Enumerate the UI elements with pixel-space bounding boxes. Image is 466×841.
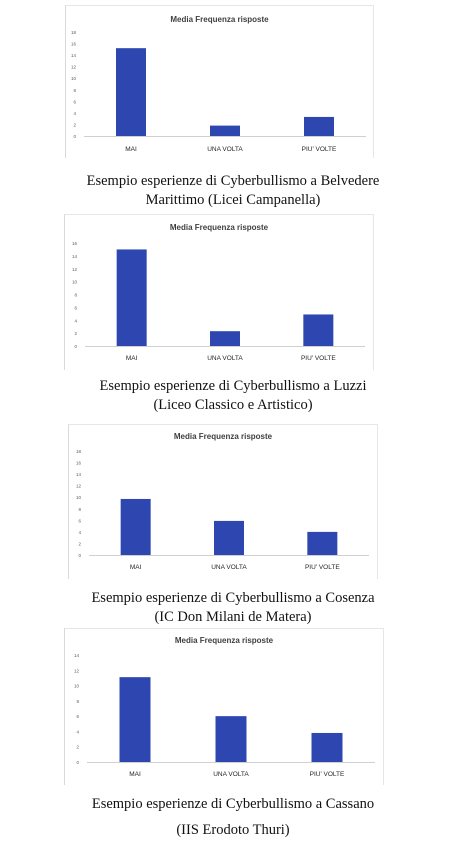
bar [210, 125, 240, 136]
chart-belvedere: Media Frequenza risposte 0 2 4 6 8 10 12 14 16 18 M… [65, 5, 374, 158]
y-tick-label: 12 [71, 65, 77, 70]
category-label: PIU' VOLTE [301, 355, 336, 362]
caption-cosenza-line-1: Esempio esperienze di Cyberbullismo a Co… [91, 590, 375, 606]
chart-title: Media Frequenza risposte [170, 15, 269, 24]
category-label: PIU' VOLTE [302, 146, 337, 153]
chart-cassano-svg: Media Frequenza risposte 0 2 4 6 8 10 12 14 MAI UN… [74, 636, 375, 778]
caption-luzzi-line-1: Esempio esperienze di Cyberbullismo a Lu… [99, 378, 367, 394]
bar [116, 249, 147, 346]
category-label: MAI [129, 771, 141, 778]
y-tick-label: 14 [71, 53, 77, 58]
y-tick-label: 4 [78, 530, 81, 535]
y-tick-label: 2 [74, 331, 77, 336]
y-tick-label: 4 [76, 729, 79, 734]
y-tick-label: 10 [74, 684, 80, 689]
y-tick-label: 18 [76, 449, 82, 454]
chart-title: Media Frequenza risposte [174, 432, 273, 441]
y-tick-label: 8 [78, 507, 81, 512]
y-tick-label: 16 [72, 241, 78, 246]
caption-belvedere-line-2: Marittimo (Licei Campanella) [145, 192, 321, 208]
y-tick-label: 14 [74, 653, 80, 658]
chart-luzzi-svg: Media Frequenza risposte 0 2 4 6 8 10 12 14 16 MAI… [72, 223, 365, 362]
category-label: UNA VOLTA [213, 771, 249, 778]
bar [210, 331, 240, 346]
bar [120, 498, 151, 555]
y-tick-label: 0 [76, 760, 79, 765]
category-label: PIU' VOLTE [310, 771, 345, 778]
y-tick-label: 2 [76, 745, 79, 750]
bar [116, 48, 146, 136]
y-tick-label: 0 [78, 553, 81, 558]
y-tick-label: 0 [73, 134, 76, 139]
chart-cosenza: Media Frequenza risposte 0 2 4 6 8 10 12 14 16 18 M… [68, 424, 378, 579]
y-tick-label: 6 [76, 714, 79, 719]
category-label: MAI [130, 564, 142, 571]
chart-cosenza-svg: Media Frequenza risposte 0 2 4 6 8 10 12 14 16 18 M… [76, 432, 369, 571]
y-tick-label: 12 [74, 668, 80, 673]
caption-belvedere-line-1: Esempio esperienze di Cyberbullismo a Be… [86, 173, 380, 189]
category-label: PIU' VOLTE [305, 564, 340, 571]
y-tick-label: 16 [76, 461, 82, 466]
y-tick-label: 0 [74, 344, 77, 349]
y-tick-label: 8 [76, 699, 79, 704]
category-label: UNA VOLTA [207, 146, 243, 153]
y-tick-label: 4 [74, 318, 77, 323]
caption-cassano-line-1: Esempio esperienze di Cyberbullismo a Ca… [91, 796, 375, 812]
y-tick-label: 6 [78, 518, 81, 523]
y-tick-label: 12 [72, 267, 78, 272]
chart-title: Media Frequenza risposte [170, 223, 269, 232]
chart-luzzi: Media Frequenza risposte 0 2 4 6 8 10 12 14 16 MAI… [64, 214, 374, 370]
bar [215, 716, 247, 762]
chart-belvedere-svg: Media Frequenza risposte 0 2 4 6 8 10 12 14 16 18 M… [71, 15, 366, 153]
y-tick-label: 10 [76, 495, 82, 500]
category-label: MAI [125, 146, 137, 153]
y-tick-label: 10 [72, 280, 78, 285]
category-label: MAI [126, 355, 138, 362]
bar [119, 677, 151, 762]
y-tick-label: 8 [73, 88, 76, 93]
bar [304, 116, 334, 136]
y-tick-label: 8 [74, 293, 77, 298]
caption-luzzi: Esempio esperienze di Cyberbullismo a Lu… [0, 377, 466, 415]
y-tick-label: 2 [73, 122, 76, 127]
chart-cassano: Media Frequenza risposte 0 2 4 6 8 10 12 14 MAI UN… [64, 628, 384, 785]
category-label: UNA VOLTA [207, 355, 243, 362]
bar [311, 732, 343, 762]
y-tick-label: 6 [73, 99, 76, 104]
caption-belvedere: Esempio esperienze di Cyberbullismo a Be… [0, 172, 466, 210]
y-tick-label: 16 [71, 42, 77, 47]
chart-title: Media Frequenza risposte [175, 636, 274, 645]
caption-luzzi-line-2: (Liceo Classico e Artistico) [153, 397, 313, 413]
y-tick-label: 6 [74, 305, 77, 310]
y-tick-label: 10 [71, 76, 77, 81]
y-tick-label: 12 [76, 484, 82, 489]
caption-cosenza: Esempio esperienze di Cyberbullismo a Co… [0, 589, 466, 627]
caption-cosenza-line-2: (IC Don Milani de Matera) [154, 609, 312, 625]
bar [214, 520, 244, 555]
bar [307, 531, 338, 555]
y-tick-label: 18 [71, 30, 77, 35]
caption-cassano: Esempio esperienze di Cyberbullismo a Ca… [0, 795, 466, 840]
y-tick-label: 14 [76, 472, 82, 477]
category-label: UNA VOLTA [211, 564, 247, 571]
y-tick-label: 2 [78, 541, 81, 546]
y-tick-label: 4 [73, 111, 76, 116]
caption-cassano-line-2: (IIS Erodoto Thuri) [176, 822, 290, 838]
y-tick-label: 14 [72, 254, 78, 259]
bar [303, 314, 334, 346]
